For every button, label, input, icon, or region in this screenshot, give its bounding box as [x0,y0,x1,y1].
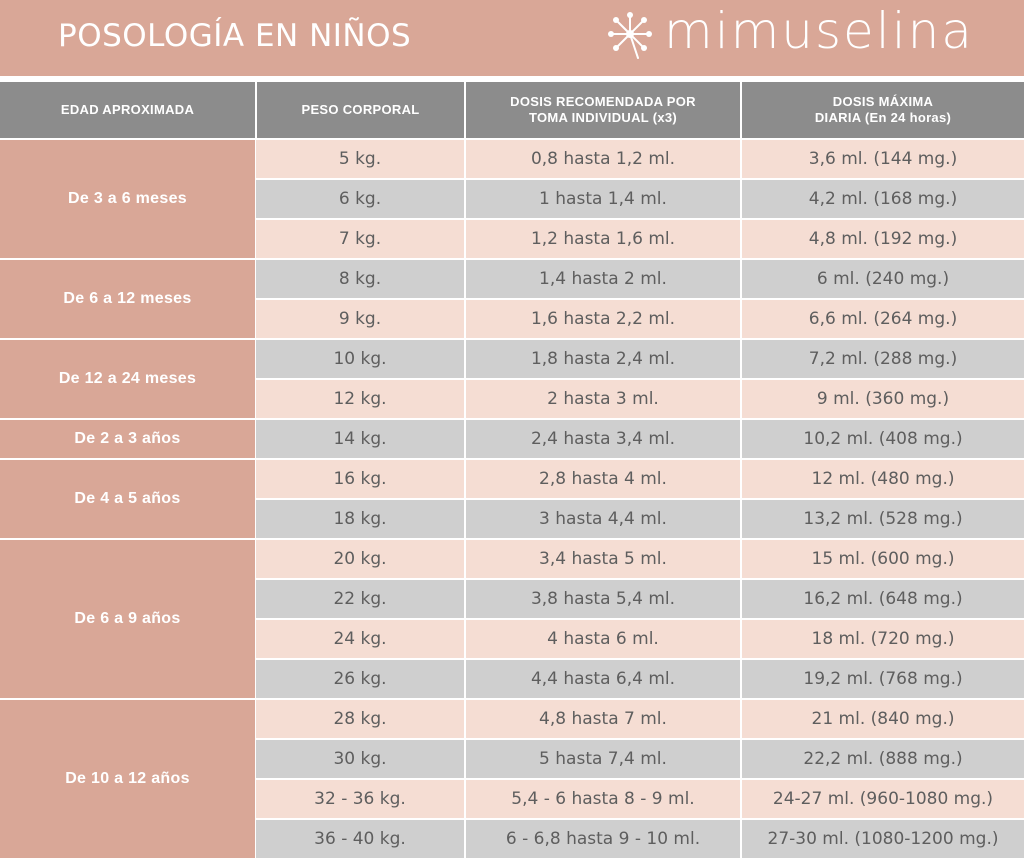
cell-weight: 12 kg. [333,389,387,409]
cell-weight: 28 kg. [333,709,387,729]
table-row: 20 kg. 3,4 hasta 5 ml. 15 ml. (600 mg.) [256,540,1024,578]
table-row: 8 kg. 1,4 hasta 2 ml. 6 ml. (240 mg.) [256,260,1024,298]
cell-dose: 2,8 hasta 4 ml. [539,469,667,489]
cell-max-dose: 7,2 ml. (288 mg.) [808,349,958,369]
cell-dose: 4 hasta 6 ml. [547,629,659,649]
cell-dose: 4,8 hasta 7 ml. [539,709,667,729]
cell-weight: 10 kg. [333,349,387,369]
age-group-label: De 10 a 12 años [0,700,255,858]
cell-weight: 20 kg. [333,549,387,569]
cell-max-dose: 19,2 ml. (768 mg.) [803,669,963,689]
header-max-dose: DOSIS MÁXIMA DIARIA (En 24 horas) [814,94,952,125]
cell-weight: 32 - 36 kg. [314,789,406,809]
cell-weight: 30 kg. [333,749,387,769]
cell-max-dose: 21 ml. (840 mg.) [811,709,955,729]
cell-weight: 18 kg. [333,509,387,529]
cell-dose: 1,4 hasta 2 ml. [539,269,667,289]
page-title: POSOLOGÍA EN NIÑOS [58,18,412,54]
table-row: 10 kg. 1,8 hasta 2,4 ml. 7,2 ml. (288 mg.) [256,340,1024,378]
table-row: 16 kg. 2,8 hasta 4 ml. 12 ml. (480 mg.) [256,460,1024,498]
age-group-label: De 6 a 12 meses [0,260,255,338]
cell-weight: 16 kg. [333,469,387,489]
table-row: 36 - 40 kg. 6 - 6,8 hasta 9 - 10 ml. 27-30… [256,820,1024,858]
cell-weight: 5 kg. [338,149,382,169]
cell-weight: 8 kg. [338,269,382,289]
cell-max-dose: 4,8 ml. (192 mg.) [808,229,958,249]
header-age: EDAD APROXIMADA [60,102,195,117]
cell-max-dose: 18 ml. (720 mg.) [811,629,955,649]
cell-weight: 22 kg. [333,589,387,609]
cell-max-dose: 13,2 ml. (528 mg.) [803,509,963,529]
cell-max-dose: 10,2 ml. (408 mg.) [803,429,963,449]
cell-max-dose: 3,6 ml. (144 mg.) [808,149,958,169]
cell-dose: 1,8 hasta 2,4 ml. [530,349,676,369]
cell-max-dose: 6 ml. (240 mg.) [816,269,950,289]
cell-dose: 6 - 6,8 hasta 9 - 10 ml. [505,829,701,849]
cell-dose: 3,4 hasta 5 ml. [539,549,667,569]
cell-dose: 3,8 hasta 5,4 ml. [530,589,676,609]
table-row: 24 kg. 4 hasta 6 ml. 18 ml. (720 mg.) [256,620,1024,658]
table-row: 6 kg. 1 hasta 1,4 ml. 4,2 ml. (168 mg.) [256,180,1024,218]
table-row: 32 - 36 kg. 5,4 - 6 hasta 8 - 9 ml. 24-27 … [256,780,1024,818]
table-row: 14 kg. 2,4 hasta 3,4 ml. 10,2 ml. (408 mg.… [256,420,1024,458]
age-group-label: De 3 a 6 meses [0,140,255,258]
cell-max-dose: 27-30 ml. (1080-1200 mg.) [767,829,999,849]
brand-logo-text: mimuselina [664,2,974,60]
table-row: 18 kg. 3 hasta 4,4 ml. 13,2 ml. (528 mg.) [256,500,1024,538]
table-row: 26 kg. 4,4 hasta 6,4 ml. 19,2 ml. (768 mg.… [256,660,1024,698]
table-row: 30 kg. 5 hasta 7,4 ml. 22,2 ml. (888 mg.) [256,740,1024,778]
cell-dose: 1,2 hasta 1,6 ml. [530,229,676,249]
table-row: 12 kg. 2 hasta 3 ml. 9 ml. (360 mg.) [256,380,1024,418]
cell-max-dose: 24-27 ml. (960-1080 mg.) [772,789,994,809]
age-group-label: De 2 a 3 años [0,420,255,458]
cell-weight: 7 kg. [338,229,382,249]
table-row: 22 kg. 3,8 hasta 5,4 ml. 16,2 ml. (648 mg.… [256,580,1024,618]
cell-weight: 9 kg. [338,309,382,329]
age-group-label: De 12 a 24 meses [0,340,255,418]
cell-weight: 24 kg. [333,629,387,649]
cell-dose: 2,4 hasta 3,4 ml. [530,429,676,449]
table-header: EDAD APROXIMADA PESO CORPORAL DOSIS RECO… [0,82,1024,138]
cell-weight: 36 - 40 kg. [314,829,406,849]
age-group-label: De 4 a 5 años [0,460,255,538]
title-banner: POSOLOGÍA EN NIÑOS mimuselina [0,0,1024,76]
cell-weight: 26 kg. [333,669,387,689]
cell-dose: 3 hasta 4,4 ml. [539,509,667,529]
cell-max-dose: 12 ml. (480 mg.) [811,469,955,489]
age-group-label: De 6 a 9 años [0,540,255,698]
cell-max-dose: 15 ml. (600 mg.) [811,549,955,569]
cell-dose: 1,6 hasta 2,2 ml. [530,309,676,329]
table-row: 5 kg. 0,8 hasta 1,2 ml. 3,6 ml. (144 mg.) [256,140,1024,178]
cell-max-dose: 6,6 ml. (264 mg.) [808,309,958,329]
cell-weight: 6 kg. [338,189,382,209]
header-dose: DOSIS RECOMENDADA POR TOMA INDIVIDUAL (x… [510,94,696,125]
cell-max-dose: 9 ml. (360 mg.) [816,389,950,409]
cell-dose: 5 hasta 7,4 ml. [539,749,667,769]
cell-max-dose: 4,2 ml. (168 mg.) [808,189,958,209]
header-weight: PESO CORPORAL [301,102,420,117]
dandelion-icon [608,12,652,59]
table-row: 28 kg. 4,8 hasta 7 ml. 21 ml. (840 mg.) [256,700,1024,738]
cell-max-dose: 16,2 ml. (648 mg.) [803,589,963,609]
cell-dose: 4,4 hasta 6,4 ml. [530,669,676,689]
table-row: 9 kg. 1,6 hasta 2,2 ml. 6,6 ml. (264 mg.) [256,300,1024,338]
cell-dose: 1 hasta 1,4 ml. [539,189,667,209]
cell-weight: 14 kg. [333,429,387,449]
cell-dose: 2 hasta 3 ml. [547,389,659,409]
table-row: 7 kg. 1,2 hasta 1,6 ml. 4,8 ml. (192 mg.) [256,220,1024,258]
cell-dose: 5,4 - 6 hasta 8 - 9 ml. [511,789,695,809]
cell-dose: 0,8 hasta 1,2 ml. [530,149,676,169]
cell-max-dose: 22,2 ml. (888 mg.) [803,749,963,769]
